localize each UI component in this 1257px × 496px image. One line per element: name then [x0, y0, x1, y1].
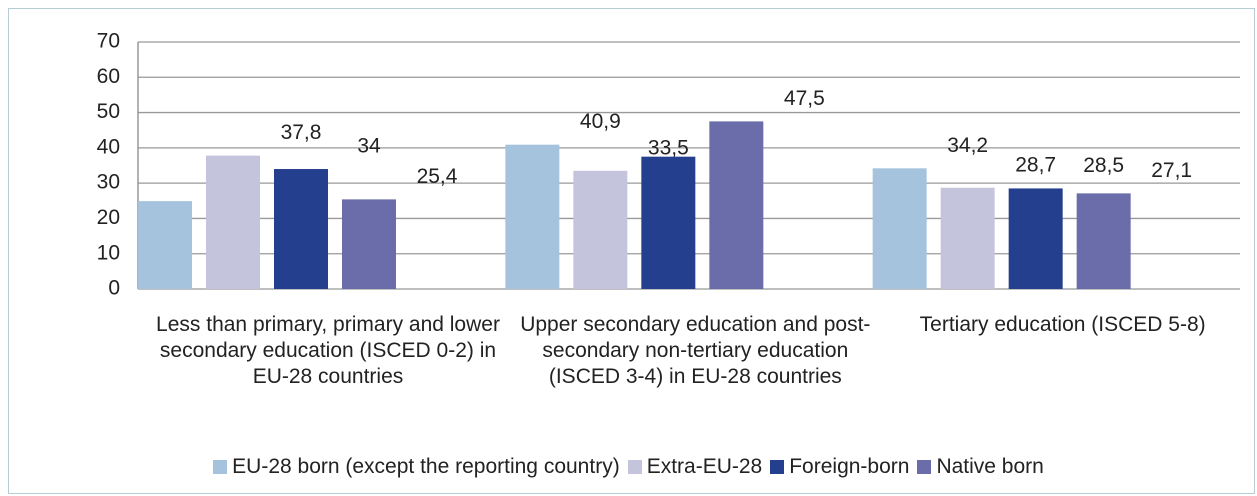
x-tick-label: Tertiary education (ISCED 5-8) [919, 313, 1206, 336]
y-tick-label: 60 [97, 65, 120, 88]
data-label: 27,1 [1151, 159, 1192, 182]
bar [206, 155, 260, 289]
legend-item: Native born [917, 455, 1044, 479]
legend-swatch [917, 460, 932, 474]
bar [1008, 188, 1063, 289]
legend-item: EU-28 born (except the reporting country… [213, 455, 620, 479]
data-label: 28,5 [1083, 154, 1124, 177]
bar [274, 169, 328, 289]
y-tick-label: 10 [97, 241, 120, 264]
data-label: 34 [357, 135, 381, 158]
legend-item: Extra-EU-28 [627, 455, 763, 479]
bar [1076, 193, 1131, 289]
frame [8, 8, 1255, 494]
bar [872, 168, 927, 289]
legend-label: Extra-EU-28 [646, 455, 763, 478]
x-tick-label: Less than primary, primary and lower sec… [156, 313, 500, 388]
bar [709, 121, 764, 290]
legend-swatch [770, 460, 785, 474]
y-tick-label: 0 [108, 277, 120, 300]
y-tick-label: 50 [97, 100, 120, 123]
bar [641, 156, 696, 289]
x-tick-label: Upper secondary education and post-secon… [520, 313, 871, 388]
data-label: 25,4 [417, 165, 458, 188]
bar [138, 201, 192, 289]
data-label: 40,9 [580, 110, 621, 133]
data-label: 47,5 [784, 87, 825, 110]
legend-swatch [213, 460, 228, 474]
y-tick-label: 30 [97, 171, 120, 194]
bar [573, 170, 628, 289]
y-tick-label: 40 [97, 135, 120, 158]
legend: EU-28 born (except the reporting country… [0, 455, 1257, 479]
data-label: 33,5 [648, 136, 689, 159]
data-label: 34,2 [947, 134, 988, 157]
legend-label: Foreign-born [789, 455, 910, 478]
legend-label: EU-28 born (except the reporting country… [232, 455, 620, 478]
bar [505, 144, 560, 289]
legend-item: Foreign-born [770, 455, 909, 479]
y-tick-label: 70 [97, 30, 120, 53]
data-label: 37,8 [281, 121, 322, 144]
legend-swatch [627, 460, 642, 474]
legend-label: Native born [936, 455, 1044, 478]
data-label: 28,7 [1015, 153, 1056, 176]
bar [940, 187, 995, 289]
bar [342, 199, 396, 289]
y-tick-label: 20 [97, 206, 120, 229]
